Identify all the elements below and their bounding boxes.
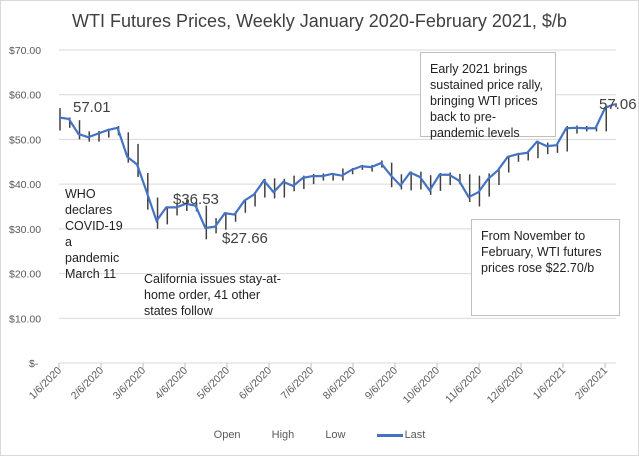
y-tick-label: $30.00 bbox=[9, 224, 41, 236]
legend-last-label: Last bbox=[404, 429, 426, 441]
x-tick-label: 4/6/2020 bbox=[153, 365, 190, 402]
who-annotation: WHO declares COVID-19 a pandemic March 1… bbox=[65, 186, 123, 282]
y-tick-label: $40.00 bbox=[9, 179, 41, 191]
legend-high: High bbox=[271, 429, 295, 441]
x-tick-label: 9/6/2020 bbox=[363, 365, 400, 402]
y-tick-label: $60.00 bbox=[9, 90, 41, 102]
legend-open: Open bbox=[213, 429, 241, 441]
y-tick-label: $50.00 bbox=[9, 134, 41, 146]
rally-line: bringing WTI prices bbox=[430, 94, 538, 108]
legend-low: Low bbox=[325, 429, 346, 441]
nov-feb-line: From November to bbox=[481, 229, 586, 243]
y-tick-label: $10.00 bbox=[9, 313, 41, 325]
nov-feb-line: February, WTI futures bbox=[481, 245, 602, 259]
data-label-start: 57.01 bbox=[73, 99, 111, 116]
who-line: WHO bbox=[65, 187, 96, 201]
y-tick-label: $70.00 bbox=[9, 45, 41, 57]
california-annotation: California issues stay-at- home order, 4… bbox=[144, 271, 281, 319]
x-tick-label: 6/6/2020 bbox=[237, 365, 274, 402]
x-tick-label: 3/6/2020 bbox=[111, 365, 148, 402]
x-tick-label: 10/6/2020 bbox=[401, 365, 443, 407]
who-line: a bbox=[65, 235, 72, 249]
california-line: California issues stay-at- bbox=[144, 272, 281, 286]
x-tick-label: 7/6/2020 bbox=[279, 365, 316, 402]
who-line: pandemic bbox=[65, 251, 120, 265]
x-tick-label: 8/6/2020 bbox=[321, 365, 358, 402]
who-line: COVID-19 bbox=[65, 219, 123, 233]
x-tick-label: 1/6/2021 bbox=[531, 365, 568, 402]
x-tick-label: 5/6/2020 bbox=[195, 365, 232, 402]
x-tick-label: 2/6/2021 bbox=[573, 365, 610, 402]
rally-line: sustained price rally, bbox=[430, 78, 544, 92]
data-label-27-66: $27.66 bbox=[222, 230, 268, 247]
data-label-36-53: $36.53 bbox=[173, 191, 219, 208]
x-tick-label: 11/6/2020 bbox=[443, 365, 484, 406]
california-line: home order, 41 other bbox=[144, 288, 261, 302]
rally-line: Early 2021 brings bbox=[430, 62, 528, 76]
chart-title: WTI Futures Prices, Weekly January 2020-… bbox=[72, 11, 567, 31]
nov-feb-line: prices rose $22.70/b bbox=[481, 261, 595, 275]
x-tick-label: 1/6/2020 bbox=[27, 365, 64, 402]
rally-line: pandemic levels bbox=[430, 126, 520, 140]
nov-feb-textbox: From November to February, WTI futures p… bbox=[471, 219, 620, 316]
y-tick-label: $20.00 bbox=[9, 269, 41, 281]
x-tick-label: 2/6/2020 bbox=[69, 365, 106, 402]
last-price-line bbox=[58, 103, 616, 230]
legend-last-swatch bbox=[376, 433, 403, 437]
data-label-end: 57.06 bbox=[599, 96, 637, 113]
rally-line: back to pre- bbox=[430, 110, 497, 124]
california-line: states follow bbox=[144, 304, 213, 318]
rally-textbox: Early 2021 brings sustained price rally,… bbox=[420, 52, 556, 140]
legend-last: Last bbox=[376, 429, 426, 441]
x-tick-label: 12/6/2020 bbox=[485, 365, 527, 407]
legend: Open High Low Last bbox=[1, 429, 638, 441]
who-line: declares bbox=[65, 203, 113, 217]
who-line: March 11 bbox=[65, 267, 117, 281]
y-tick-label: $- bbox=[29, 358, 39, 370]
